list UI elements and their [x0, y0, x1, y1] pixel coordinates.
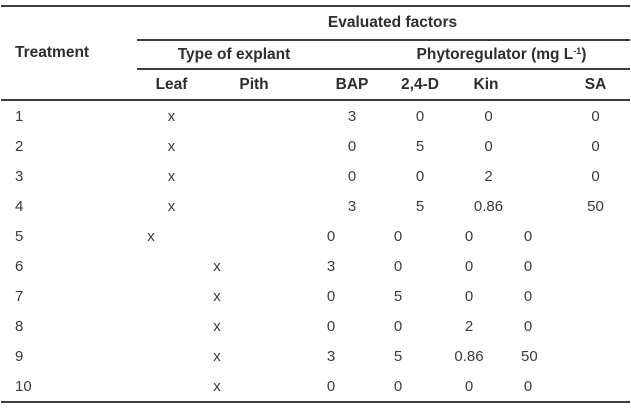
cell-sa: 0 [523, 287, 533, 305]
column-group-phytoregulator: Phytoregulator (mg L-1) [291, 40, 631, 70]
cell-treatment: 9 [15, 347, 24, 365]
cell-sa: 0 [523, 257, 533, 275]
cell-kin: 0 [464, 377, 474, 395]
cell-bap: 3 [347, 107, 357, 125]
table-row: 9 x 3 5 0.86 50 [1, 341, 630, 371]
cell-sa: 0 [591, 167, 600, 185]
cell-kin: 0 [484, 107, 493, 125]
cell-pith [206, 191, 291, 221]
cell-leaf: x [167, 107, 176, 125]
column-group-type-of-explant: Type of explant [137, 40, 291, 70]
cell-kin: 0 [484, 137, 493, 155]
cell-leaf: x [147, 227, 155, 245]
cell-leaf: x [167, 137, 176, 155]
table-row: 5 x 0 0 0 0 [1, 221, 630, 251]
header-row-evaluated-factors: Treatment Evaluated factors [1, 6, 631, 101]
cell-d24: 0 [393, 317, 403, 335]
cell-treatment: 6 [15, 257, 24, 275]
cell-treatment: 4 [15, 197, 24, 215]
cell-leaf [137, 311, 206, 341]
cell-sa: 0 [523, 317, 533, 335]
cell-pith: x [213, 377, 221, 395]
cell-pith [206, 131, 291, 161]
column-header-treatment: Treatment [1, 6, 137, 101]
cell-d24: 0 [393, 377, 403, 395]
column-header-sa: SA [521, 69, 631, 101]
cell-kin: 2 [484, 167, 493, 185]
cell-pith [206, 221, 291, 251]
cell-treatment: 5 [15, 227, 24, 245]
column-header-leaf: Leaf [137, 69, 206, 101]
column-header-2-4-d: 2,4-D [376, 69, 451, 101]
cell-d24: 5 [393, 347, 403, 365]
cell-kin: 0 [464, 287, 474, 305]
header-row-groups: Type of explant Phytoregulator (mg L-1) [1, 40, 631, 70]
table-row: 7 x 0 5 0 0 [1, 281, 630, 311]
cell-kin: 0 [464, 257, 474, 275]
cell-d24: 0 [415, 107, 425, 125]
table-row: 8 x 0 0 2 0 [1, 311, 630, 341]
cell-kin: 2 [464, 317, 474, 335]
cell-bap: 0 [347, 167, 357, 185]
cell-treatment: 3 [15, 167, 24, 185]
table-row: 4 x 3 5 0.86 50 [1, 191, 630, 221]
table-row: 2 x 0 5 0 0 [1, 131, 630, 161]
treatments-table: Treatment Evaluated factors Type of expl… [1, 5, 631, 403]
cell-bap: 3 [326, 257, 336, 275]
table-row: 3 x 0 0 2 0 [1, 161, 630, 191]
cell-sa: 0 [523, 377, 533, 395]
cell-pith [206, 161, 291, 191]
cell-kin: 0.86 [454, 347, 484, 365]
cell-leaf [137, 341, 206, 371]
column-header-kin: Kin [451, 69, 521, 101]
cell-bap: 0 [326, 377, 336, 395]
cell-kin: 0 [464, 227, 474, 245]
cell-d24: 0 [415, 167, 425, 185]
cell-d24: 5 [393, 287, 403, 305]
table-row: 1 x 3 0 0 0 [1, 100, 630, 131]
table-body: 1 x 3 0 0 0 2 x 0 5 0 0 3 x 0 0 2 0 4 x 3 5 0.86 50 5 x 0 0 0 0 6 x 3 0 0 0… [1, 100, 630, 402]
cell-sa: 0 [591, 107, 600, 125]
cell-kin: 0.86 [473, 197, 504, 215]
cell-bap: 3 [347, 197, 357, 215]
table-row: 10 x 0 0 0 0 [1, 371, 630, 402]
cell-leaf [137, 251, 206, 281]
cell-bap: 0 [326, 227, 336, 245]
header-row-subcolumns: Leaf Pith BAP 2,4-D Kin SA [1, 69, 631, 101]
cell-sa: 50 [587, 197, 604, 215]
cell-leaf [137, 371, 206, 402]
column-header-bap: BAP [291, 69, 376, 101]
cell-treatment: 10 [15, 377, 32, 395]
table-header: Treatment Evaluated factors Type of expl… [1, 6, 631, 101]
phytoregulator-exponent: -1 [573, 45, 582, 56]
cell-sa: 0 [523, 227, 533, 245]
cell-pith: x [213, 287, 221, 305]
column-header-pith: Pith [206, 69, 291, 101]
cell-d24: 5 [415, 197, 425, 215]
cell-bap: 3 [326, 347, 336, 365]
column-group-evaluated-factors: Evaluated factors [137, 6, 631, 41]
cell-treatment: 2 [15, 137, 24, 155]
cell-bap: 0 [347, 137, 357, 155]
cell-bap: 0 [326, 287, 336, 305]
cell-sa: 0 [591, 137, 600, 155]
cell-pith: x [213, 347, 221, 365]
cell-sa: 50 [521, 347, 538, 365]
cell-d24: 5 [415, 137, 425, 155]
cell-pith [206, 100, 291, 131]
cell-leaf: x [167, 167, 176, 185]
cell-d24: 0 [393, 257, 403, 275]
table-row: 6 x 3 0 0 0 [1, 251, 630, 281]
cell-pith: x [213, 257, 221, 275]
cell-d24: 0 [393, 227, 403, 245]
cell-treatment: 1 [15, 107, 24, 125]
phytoregulator-label: Phytoregulator (mg L [416, 45, 574, 63]
cell-treatment: 8 [15, 317, 24, 335]
phytoregulator-label-close: ) [581, 45, 587, 63]
cell-treatment: 7 [15, 287, 24, 305]
cell-pith: x [213, 317, 221, 335]
cell-leaf [137, 281, 206, 311]
cell-bap: 0 [326, 317, 336, 335]
cell-leaf: x [167, 197, 176, 215]
